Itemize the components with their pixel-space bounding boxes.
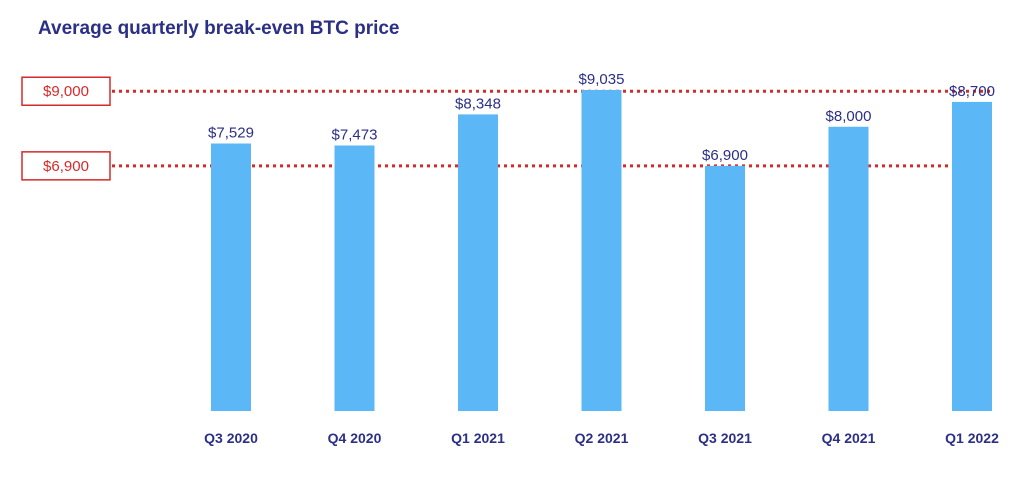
x-tick-labels: Q3 2020 Q4 2020 Q1 2021 Q2 2021 Q3 2021 Q4 20… [204,430,999,446]
bars [211,90,992,412]
reference-label-box-0 [21,76,111,106]
reference-label-0: $9,000 [43,83,89,100]
x-tick-label-2: Q1 2021 [451,430,505,446]
reference-label-1: $6,900 [43,158,89,175]
x-tick-label-6: Q1 2022 [945,430,999,446]
data-label-0: $7,529 [208,125,254,142]
data-label-1: $7,473 [332,126,378,143]
bar-2 [458,114,498,411]
x-tick-label-1: Q4 2020 [328,430,382,446]
data-label-4: $6,900 [702,147,748,164]
bar-6 [952,101,992,412]
data-labels: $7,529 $7,473 $8,348 $9,035 $6,900 $8,000 $8,7… [208,71,995,164]
reference-lines: $9,000 $6,900 [21,76,990,181]
bar-4 [705,165,745,411]
x-tick-label-5: Q4 2021 [822,430,876,446]
data-label-3: $9,035 [579,71,625,88]
x-tick-label-4: Q3 2021 [698,430,752,446]
bar-5 [828,126,869,411]
chart-title: Average quarterly break-even BTC price [38,18,400,39]
reference-label-box-1 [21,151,111,181]
x-tick-label-0: Q3 2020 [204,430,258,446]
data-label-6: $8,700 [949,83,995,100]
data-label-2: $8,348 [455,95,501,112]
x-tick-label-3: Q2 2021 [575,430,629,446]
bar-3 [581,90,622,411]
bar-0 [211,143,251,411]
bar-1 [334,145,375,411]
data-label-5: $8,000 [826,108,872,125]
